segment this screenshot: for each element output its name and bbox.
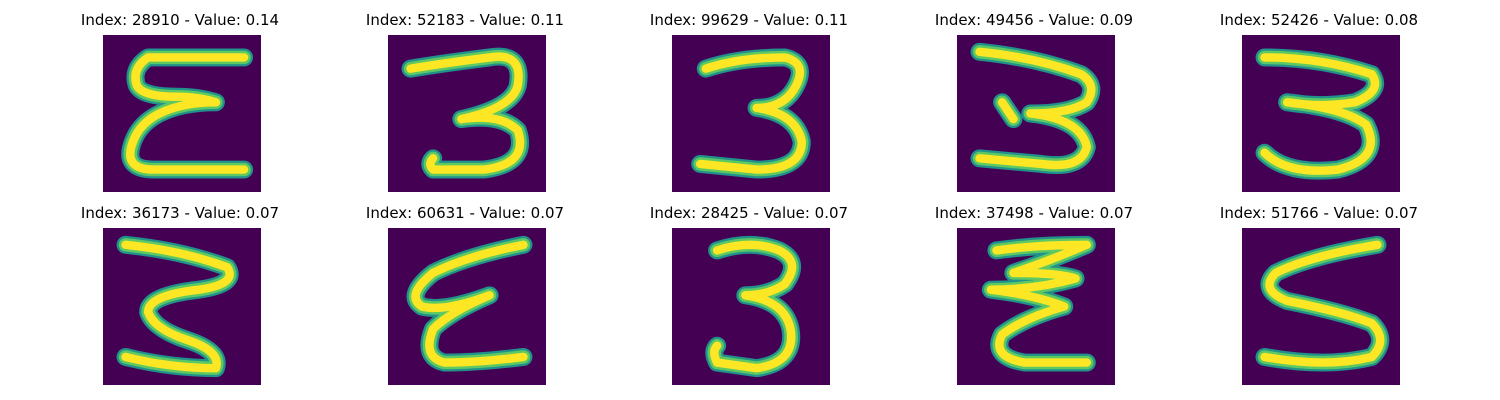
panel-title: Index: 37498 - Value: 0.07	[934, 204, 1134, 222]
panel-title: Index: 28910 - Value: 0.14	[80, 11, 280, 29]
digit-panel-10: Index: 51766 - Value: 0.07	[1194, 193, 1444, 385]
panel-title: Index: 60631 - Value: 0.07	[365, 204, 565, 222]
digit-panel-1: Index: 28910 - Value: 0.14	[55, 0, 305, 192]
digit-panel-5: Index: 52426 - Value: 0.08	[1194, 0, 1444, 192]
digit-stroke	[126, 53, 249, 174]
digit-stroke	[1260, 240, 1385, 367]
digit-stroke	[710, 240, 797, 373]
digit-stroke	[986, 240, 1092, 367]
digit-stroke	[975, 47, 1096, 170]
digit-stroke	[695, 53, 807, 174]
digit-stroke	[406, 52, 525, 174]
digit-image	[1242, 35, 1400, 192]
digit-stroke	[997, 98, 1018, 124]
digit-image	[1242, 228, 1400, 385]
digit-image	[388, 35, 546, 192]
digit-image	[957, 35, 1115, 192]
digit-image	[957, 228, 1115, 385]
digit-panel-7: Index: 60631 - Value: 0.07	[340, 193, 590, 385]
digit-image	[103, 35, 261, 192]
digit-panel-3: Index: 99629 - Value: 0.11	[624, 0, 874, 192]
panel-title: Index: 51766 - Value: 0.07	[1219, 204, 1419, 222]
digit-panel-4: Index: 49456 - Value: 0.09	[909, 0, 1159, 192]
digit-stroke	[121, 240, 234, 373]
digit-image	[388, 228, 546, 385]
panel-title: Index: 99629 - Value: 0.11	[649, 11, 849, 29]
digit-panel-2: Index: 52183 - Value: 0.11	[340, 0, 590, 192]
digit-image	[672, 35, 830, 192]
panel-title: Index: 36173 - Value: 0.07	[80, 204, 280, 222]
panel-title: Index: 52426 - Value: 0.08	[1219, 11, 1419, 29]
digit-panel-8: Index: 28425 - Value: 0.07	[624, 193, 874, 385]
digit-stroke	[411, 240, 528, 367]
digit-image	[672, 228, 830, 385]
panel-title: Index: 52183 - Value: 0.11	[365, 11, 565, 29]
digit-image	[103, 228, 261, 385]
panel-title: Index: 49456 - Value: 0.09	[934, 11, 1134, 29]
digit-panel-6: Index: 36173 - Value: 0.07	[55, 193, 305, 385]
panel-title: Index: 28425 - Value: 0.07	[649, 204, 849, 222]
digit-panel-9: Index: 37498 - Value: 0.07	[909, 193, 1159, 385]
digit-stroke	[1260, 53, 1380, 175]
